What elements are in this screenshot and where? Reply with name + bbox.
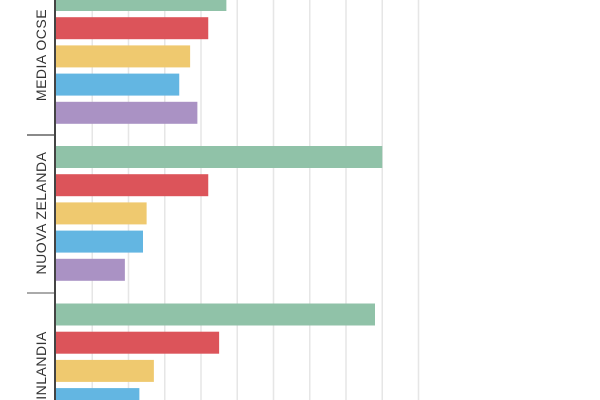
group-label-nuova-zelanda: NUOVA ZELANDA: [33, 151, 49, 274]
group-labels: MEDIA OCSE NUOVA ZELANDA FINLANDIA: [33, 9, 49, 400]
bar-media-ocse-series-3: [56, 45, 191, 68]
bar-nuova-zelanda-series-4: [56, 230, 143, 253]
bar-finlandia-series-3: [56, 359, 154, 382]
bar-nuova-zelanda-series-5: [56, 258, 125, 281]
bar-media-ocse-series-2: [56, 17, 209, 40]
bar-nuova-zelanda-series-2: [56, 174, 209, 197]
bar-media-ocse-series-1: [56, 0, 227, 11]
bar-media-ocse-series-5: [56, 101, 198, 124]
bars: [56, 0, 383, 400]
bar-media-ocse-series-4: [56, 73, 180, 96]
group-label-media-ocse: MEDIA OCSE: [33, 9, 49, 101]
bar-nuova-zelanda-series-1: [56, 146, 383, 168]
group-label-finlandia: FINLANDIA: [33, 331, 49, 400]
bar-finlandia-series-1: [56, 303, 375, 326]
bar-finlandia-series-4: [56, 388, 140, 400]
bar-finlandia-series-2: [56, 331, 220, 354]
bar-nuova-zelanda-series-3: [56, 202, 147, 225]
